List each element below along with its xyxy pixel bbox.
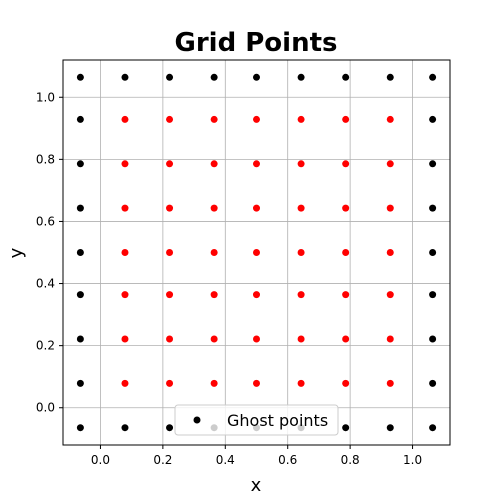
y-tick-label-0: 0.0 <box>36 401 55 415</box>
ghost-point-0-7 <box>76 115 84 123</box>
interior-point-7-6 <box>386 160 394 168</box>
interior-point-1-4 <box>121 249 129 256</box>
interior-point-2-2 <box>166 335 174 343</box>
interior-point-2-6 <box>166 160 174 168</box>
interior-point-7-5 <box>386 204 394 212</box>
interior-point-7-7 <box>386 115 394 123</box>
ghost-point-8-6 <box>429 160 437 168</box>
x-tick-label-1: 0.2 <box>153 453 172 467</box>
legend: Ghost points <box>174 404 339 436</box>
ghost-point-0-1 <box>76 379 84 387</box>
interior-point-7-4 <box>386 249 394 256</box>
ghost-point-5-8 <box>297 73 305 81</box>
interior-point-5-1 <box>297 379 305 387</box>
interior-point-5-4 <box>297 249 305 256</box>
interior-point-3-5 <box>210 204 218 212</box>
interior-point-4-1 <box>253 379 260 387</box>
y-tick-label-5: 1.0 <box>36 90 55 104</box>
interior-point-7-3 <box>386 291 394 299</box>
ghost-point-0-4 <box>76 249 84 256</box>
x-tick-label-2: 0.4 <box>216 453 235 467</box>
axes-frame <box>62 59 451 446</box>
interior-point-7-1 <box>386 379 394 387</box>
ghost-point-7-8 <box>386 73 394 81</box>
ghost-point-8-1 <box>429 379 437 387</box>
interior-point-2-1 <box>166 379 174 387</box>
ghost-point-2-0 <box>166 424 174 432</box>
interior-point-6-2 <box>342 335 350 343</box>
legend-label-ghost-points: Ghost points <box>227 411 328 430</box>
ghost-point-0-5 <box>76 204 84 212</box>
legend-frame <box>174 404 339 436</box>
y-tick-label-3: 0.6 <box>36 214 55 228</box>
interior-point-5-5 <box>297 204 305 212</box>
interior-point-2-5 <box>166 204 174 212</box>
ghost-point-4-8 <box>253 73 260 81</box>
legend-marker-ghost-points <box>193 416 201 424</box>
ghost-point-7-0 <box>386 424 394 432</box>
interior-point-1-5 <box>121 204 129 212</box>
chart-title: Grid Points <box>175 28 338 58</box>
y-tick-label-1: 0.2 <box>36 339 55 353</box>
x-tick-label-3: 0.6 <box>278 453 297 467</box>
interior-point-2-4 <box>166 249 174 256</box>
ghost-point-8-0 <box>429 424 437 432</box>
ghost-point-0-6 <box>76 160 84 168</box>
ghost-point-8-3 <box>429 291 437 299</box>
interior-point-7-2 <box>386 335 394 343</box>
interior-point-6-1 <box>342 379 350 387</box>
interior-point-6-7 <box>342 115 350 123</box>
interior-point-5-3 <box>297 291 305 299</box>
interior-point-1-6 <box>121 160 129 168</box>
interior-point-4-4 <box>253 249 260 256</box>
ghost-point-2-8 <box>166 73 174 81</box>
interior-point-3-6 <box>210 160 218 168</box>
x-tick-label-5: 1.0 <box>403 453 422 467</box>
ghost-point-3-8 <box>210 73 218 81</box>
interior-point-1-3 <box>121 291 129 299</box>
ghost-point-8-7 <box>429 115 437 123</box>
interior-point-4-3 <box>253 291 260 299</box>
interior-point-4-5 <box>253 204 260 212</box>
interior-point-5-2 <box>297 335 305 343</box>
interior-point-3-3 <box>210 291 218 299</box>
y-axis-label: y <box>6 247 27 258</box>
ghost-point-0-2 <box>76 335 84 343</box>
y-tick-label-2: 0.4 <box>36 277 55 291</box>
x-tick-label-0: 0.0 <box>91 453 110 467</box>
interior-point-6-6 <box>342 160 350 168</box>
interior-point-1-7 <box>121 115 129 123</box>
ghost-point-0-0 <box>76 424 84 432</box>
ghost-point-0-8 <box>76 73 84 81</box>
interior-point-3-1 <box>210 379 218 387</box>
ghost-point-6-8 <box>342 73 350 81</box>
interior-point-2-3 <box>166 291 174 299</box>
ghost-point-1-0 <box>121 424 129 432</box>
ghost-point-0-3 <box>76 291 84 299</box>
interior-point-6-5 <box>342 204 350 212</box>
ghost-point-8-5 <box>429 204 437 212</box>
interior-point-3-2 <box>210 335 218 343</box>
interior-point-5-6 <box>297 160 305 168</box>
ghost-point-8-2 <box>429 335 437 343</box>
ghost-point-8-8 <box>429 73 437 81</box>
interior-point-1-1 <box>121 379 129 387</box>
interior-point-2-7 <box>166 115 174 123</box>
interior-point-4-2 <box>253 335 260 343</box>
x-tick-label-4: 0.8 <box>341 453 360 467</box>
interior-point-3-7 <box>210 115 218 123</box>
ghost-point-6-0 <box>342 424 350 432</box>
interior-point-4-6 <box>253 160 260 168</box>
y-tick-label-4: 0.8 <box>36 152 55 166</box>
ghost-point-1-8 <box>121 73 129 81</box>
interior-point-1-2 <box>121 335 129 343</box>
x-axis-label: x <box>251 475 262 496</box>
interior-point-6-3 <box>342 291 350 299</box>
interior-point-6-4 <box>342 249 350 256</box>
interior-point-4-7 <box>253 115 260 123</box>
interior-point-3-4 <box>210 249 218 256</box>
interior-point-5-7 <box>297 115 305 123</box>
ghost-point-8-4 <box>429 249 437 256</box>
